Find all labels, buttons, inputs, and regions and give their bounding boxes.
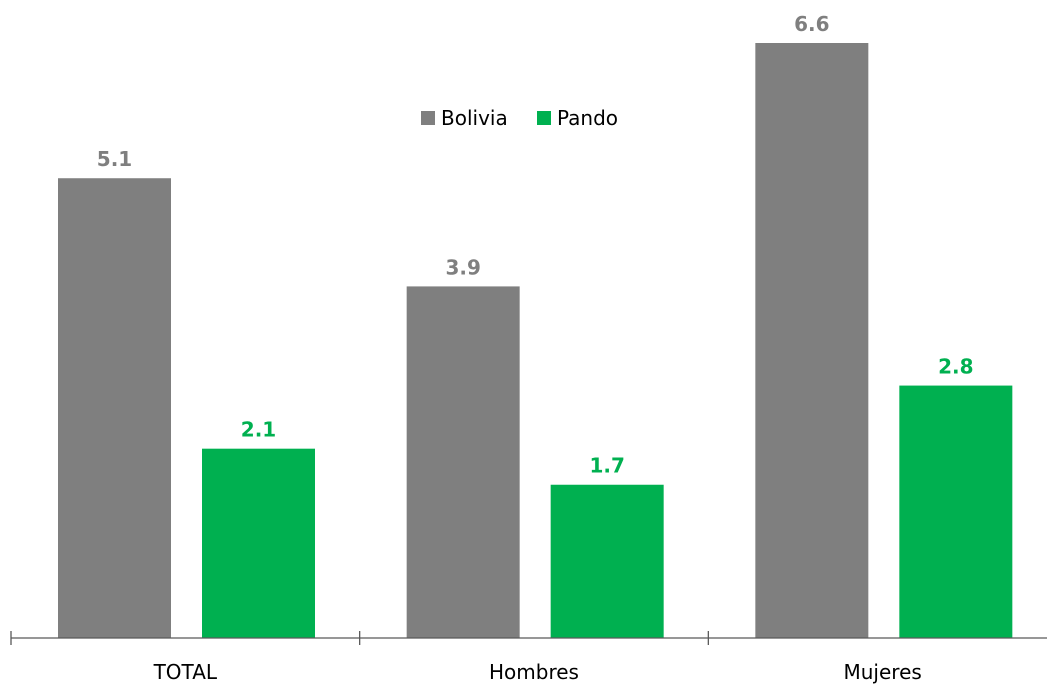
legend-label-pando: Pando [557,106,618,130]
legend-swatch-pando [537,111,551,125]
bar-bolivia-mujeres [755,43,869,638]
bar-pando-mujeres [899,385,1013,638]
legend-swatch-bolivia [421,111,435,125]
value-labels-group: 5.1 2.1 3.9 1.7 6.6 2.8 [97,12,974,478]
value-label-pando-total: 2.1 [241,418,276,442]
value-label-bolivia-mujeres: 6.6 [794,12,829,36]
bar-bolivia-hombres [406,286,520,638]
legend: Bolivia Pando [421,106,618,130]
legend-label-bolivia: Bolivia [441,106,508,130]
bars-group [58,43,1013,638]
bar-pando-hombres [550,484,664,638]
value-label-pando-mujeres: 2.8 [938,355,973,379]
category-label-mujeres: Mujeres [844,660,922,684]
bar-pando-total [202,448,315,638]
category-label-total: TOTAL [153,660,218,684]
value-label-pando-hombres: 1.7 [589,454,624,478]
value-label-bolivia-total: 5.1 [97,147,132,171]
x-axis [10,631,1047,645]
category-label-hombres: Hombres [489,660,579,684]
bar-bolivia-total [58,178,171,638]
value-label-bolivia-hombres: 3.9 [445,255,480,279]
category-labels-group: TOTAL Hombres Mujeres [153,660,922,684]
